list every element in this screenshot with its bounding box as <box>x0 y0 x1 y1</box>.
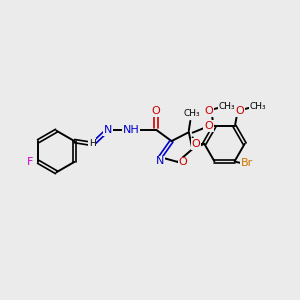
Text: N: N <box>103 125 112 135</box>
Text: O: O <box>204 106 213 116</box>
Text: CH₃: CH₃ <box>219 102 235 111</box>
Text: N: N <box>155 156 164 166</box>
Text: F: F <box>27 158 33 167</box>
Text: CH₃: CH₃ <box>250 102 266 111</box>
Text: O: O <box>192 139 200 149</box>
Text: O: O <box>178 158 187 167</box>
Text: O: O <box>204 121 213 131</box>
Text: NH: NH <box>122 125 139 135</box>
Text: H: H <box>89 139 96 148</box>
Text: O: O <box>152 106 161 116</box>
Text: O: O <box>236 106 244 116</box>
Text: CH₃: CH₃ <box>184 109 200 118</box>
Text: Br: Br <box>241 158 253 168</box>
